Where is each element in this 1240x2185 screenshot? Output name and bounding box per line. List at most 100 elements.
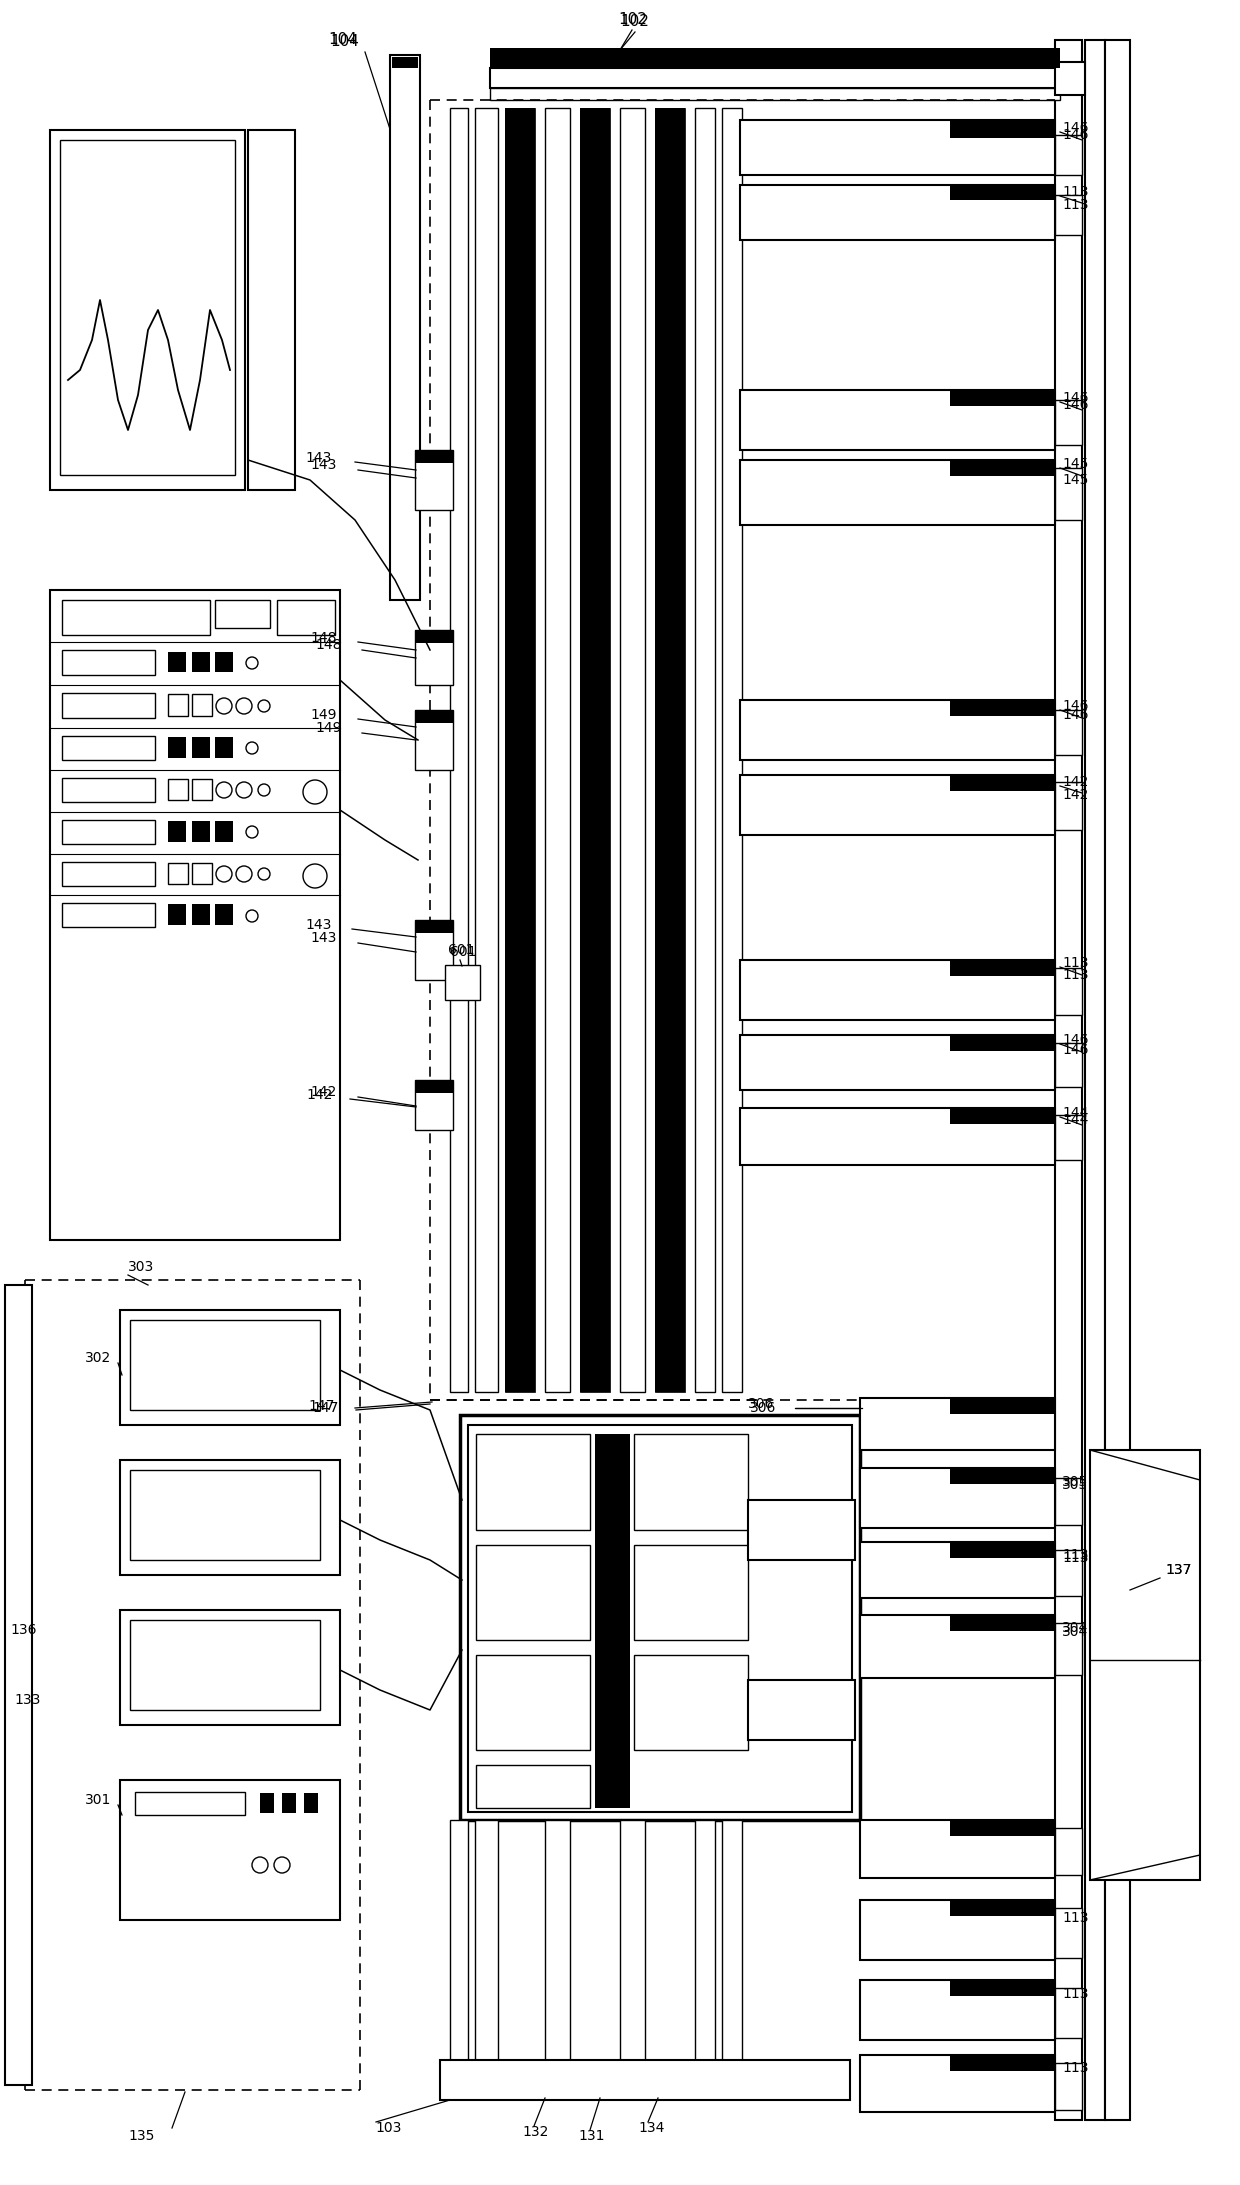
Text: 306: 306	[750, 1401, 776, 1416]
Bar	[248, 129, 295, 489]
Bar	[192, 780, 212, 800]
Bar	[192, 736, 210, 758]
Text: 146: 146	[1061, 129, 1089, 142]
Bar	[1055, 1623, 1083, 1676]
Bar	[1055, 400, 1083, 446]
Bar	[740, 1108, 1055, 1165]
Bar	[415, 920, 453, 981]
Text: 142: 142	[310, 1086, 336, 1099]
Bar	[62, 693, 155, 719]
Text: 601: 601	[450, 944, 476, 959]
Bar	[1085, 39, 1105, 2119]
Bar	[740, 959, 1055, 1020]
Circle shape	[216, 865, 232, 883]
Circle shape	[246, 909, 258, 922]
Bar	[748, 1499, 856, 1560]
Bar	[950, 1901, 1055, 1916]
Text: 301: 301	[86, 1794, 112, 1807]
Bar	[476, 1654, 590, 1750]
Bar	[861, 1543, 1055, 1597]
Bar	[62, 649, 155, 675]
Bar	[192, 822, 210, 841]
Bar	[62, 736, 155, 760]
Bar	[634, 1545, 748, 1641]
Text: 143: 143	[305, 450, 331, 465]
Text: 113: 113	[1061, 1912, 1089, 1925]
Bar	[60, 140, 236, 474]
Text: 142: 142	[1061, 789, 1089, 802]
Bar	[167, 651, 186, 673]
Bar	[167, 695, 188, 717]
Bar	[391, 55, 420, 601]
Bar	[215, 601, 270, 627]
Bar	[722, 107, 742, 1392]
Bar	[120, 1311, 340, 1425]
Bar	[415, 710, 453, 723]
Bar	[167, 905, 186, 924]
Bar	[655, 107, 684, 1392]
Text: 306: 306	[748, 1396, 774, 1412]
Text: 142: 142	[306, 1088, 332, 1101]
Bar	[215, 905, 233, 924]
Text: 143: 143	[305, 918, 331, 933]
Circle shape	[303, 780, 327, 804]
Bar	[655, 107, 684, 1392]
Bar	[415, 450, 453, 463]
Text: 146: 146	[1061, 120, 1089, 135]
Bar	[1055, 1114, 1083, 1160]
Bar	[1055, 710, 1083, 756]
Bar	[304, 1794, 317, 1814]
Bar	[450, 107, 467, 1392]
Bar	[490, 68, 1060, 87]
Bar	[950, 120, 1055, 138]
Circle shape	[236, 782, 252, 798]
Bar	[192, 905, 210, 924]
Text: 137: 137	[1166, 1562, 1192, 1578]
Text: 148: 148	[315, 638, 341, 651]
Text: 147: 147	[308, 1398, 335, 1414]
Text: 142: 142	[1061, 776, 1089, 789]
Bar	[740, 120, 1055, 175]
Bar	[722, 1820, 742, 2080]
Bar	[1055, 782, 1083, 830]
Text: 102: 102	[618, 13, 647, 28]
Text: 143: 143	[310, 931, 336, 944]
Text: 113: 113	[1061, 2060, 1089, 2076]
Bar	[740, 1036, 1055, 1090]
Bar	[861, 1468, 1055, 1527]
Bar	[467, 1425, 852, 1811]
Bar	[62, 863, 155, 885]
Bar	[546, 107, 570, 1392]
Bar	[1055, 468, 1083, 520]
Bar	[950, 776, 1055, 791]
Bar	[440, 2060, 849, 2100]
Text: 147: 147	[312, 1401, 339, 1416]
Bar	[476, 1765, 590, 1807]
Bar	[5, 1285, 32, 2084]
Bar	[62, 778, 155, 802]
Bar	[950, 699, 1055, 717]
Bar	[748, 1680, 856, 1739]
Bar	[861, 1820, 1055, 1877]
Bar	[475, 1820, 498, 2080]
Bar	[130, 1619, 320, 1711]
Bar	[1055, 39, 1083, 2119]
Bar	[950, 461, 1055, 476]
Text: 102: 102	[620, 15, 649, 31]
Bar	[415, 629, 453, 642]
Bar	[445, 966, 480, 1001]
Bar	[505, 107, 534, 1392]
Bar	[192, 651, 210, 673]
Bar	[192, 863, 212, 885]
Text: 104: 104	[330, 35, 358, 50]
Bar	[260, 1794, 274, 1814]
Text: 145: 145	[1061, 472, 1089, 487]
Text: 133: 133	[14, 1693, 41, 1706]
Bar	[167, 822, 186, 841]
Bar	[215, 651, 233, 673]
Bar	[490, 48, 1060, 68]
Bar	[861, 1901, 1055, 1960]
Bar	[620, 107, 645, 1392]
Bar	[1055, 1988, 1083, 2039]
Bar	[580, 107, 610, 1392]
